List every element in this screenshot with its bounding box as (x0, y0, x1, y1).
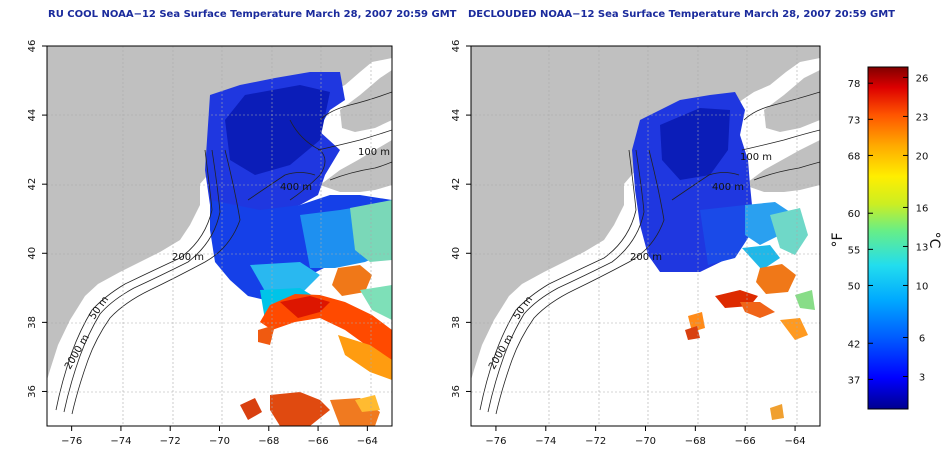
lon-tick-label: −66 (735, 436, 756, 447)
left-axis-ticks: −76 −74 −72 −70 −68 −66 −64 36 38 40 42 44 46 (27, 40, 378, 447)
temperature-colorbar: 26 23 20 16 13 10 6 3 78 73 68 60 55 50 42 37 °F °C (830, 66, 942, 410)
left-panel-title: RU COOL NOAA−12 Sea Surface Temperature … (48, 9, 457, 20)
graticule-left (47, 46, 392, 426)
graticule-right (471, 46, 820, 426)
lat-tick-label: 36 (27, 385, 38, 398)
lat-tick-label: 38 (27, 316, 38, 329)
newfoundland-edge (764, 70, 820, 132)
isobath-label: 50 m (511, 294, 535, 321)
nova-scotia (744, 140, 820, 192)
lon-tick-label: −64 (785, 436, 806, 447)
isobath-label: 400 m (280, 182, 312, 193)
celsius-tick-label: 10 (916, 281, 929, 292)
fahrenheit-tick-label: 78 (848, 79, 861, 90)
lon-tick-label: −66 (308, 436, 329, 447)
right-map-panel: 100 m 400 m 200 m 50 m 2000 m −76 −74 −72−… (451, 40, 821, 447)
lat-tick-label: 42 (451, 178, 462, 191)
lon-tick-label: −68 (685, 436, 706, 447)
land-mass (47, 46, 392, 380)
lon-tick-label: −72 (160, 436, 181, 447)
nova-scotia (320, 140, 392, 192)
lon-tick-label: −76 (485, 436, 506, 447)
isobath-label: 100 m (740, 152, 772, 163)
celsius-tick-label: 20 (916, 151, 929, 162)
lon-tick-label: −68 (258, 436, 279, 447)
fahrenheit-tick-label: 55 (848, 245, 861, 256)
celsius-tick-label: 6 (919, 333, 925, 344)
lat-tick-label: 40 (27, 247, 38, 260)
lon-tick-label: −76 (61, 436, 82, 447)
lon-tick-label: −74 (110, 436, 131, 447)
celsius-tick-label: 26 (916, 73, 929, 84)
lon-tick-label: −74 (535, 436, 556, 447)
isobath-label: 100 m (358, 147, 390, 158)
right-panel-title: DECLOUDED NOAA−12 Sea Surface Temperatur… (468, 9, 896, 20)
fahrenheit-tick-label: 60 (848, 209, 861, 220)
isobath-label: 200 m (630, 252, 662, 263)
fahrenheit-unit-label: °F (830, 232, 846, 247)
fahrenheit-tick-label: 68 (848, 151, 861, 162)
right-axis-ticks: −76 −74 −72 −70 −68 −66 −64 36 38 40 42 44 46 (451, 40, 806, 447)
fahrenheit-tick-label: 42 (848, 339, 861, 350)
lon-tick-label: −70 (635, 436, 656, 447)
lat-tick-label: 40 (451, 247, 462, 260)
lat-tick-label: 44 (451, 109, 462, 122)
colorbar-gradient (867, 66, 909, 410)
celsius-tick-label: 13 (916, 242, 929, 253)
lat-tick-label: 44 (27, 109, 38, 122)
sst-field-left (205, 72, 392, 426)
fahrenheit-tick-label: 37 (848, 375, 861, 386)
celsius-tick-label: 3 (919, 372, 925, 383)
colorbar-ticks: 26 23 20 16 13 10 6 3 78 73 68 60 55 50 42 37 (848, 73, 929, 386)
lat-tick-label: 42 (27, 178, 38, 191)
celsius-unit-label: °C (926, 232, 942, 249)
lat-tick-label: 38 (451, 316, 462, 329)
fahrenheit-tick-label: 73 (848, 115, 861, 126)
isobath-label: 400 m (712, 182, 744, 193)
land-mass (471, 46, 820, 380)
lat-tick-label: 46 (27, 40, 38, 53)
fahrenheit-tick-label: 50 (848, 281, 861, 292)
lon-tick-label: −72 (585, 436, 606, 447)
sst-field-right (632, 92, 815, 420)
lat-tick-label: 46 (451, 40, 462, 53)
isobath-label: 200 m (172, 252, 204, 263)
isobath-label: 50 m (87, 294, 111, 321)
celsius-tick-label: 23 (916, 112, 929, 123)
lat-tick-label: 36 (451, 385, 462, 398)
lon-tick-label: −64 (357, 436, 378, 447)
celsius-tick-label: 16 (916, 203, 929, 214)
lon-tick-label: −70 (209, 436, 230, 447)
left-map-panel: 400 m 100 m 200 m 50 m 2000 m −76 −74 −72−… (27, 40, 393, 447)
isobath-lines-left (55, 91, 392, 415)
